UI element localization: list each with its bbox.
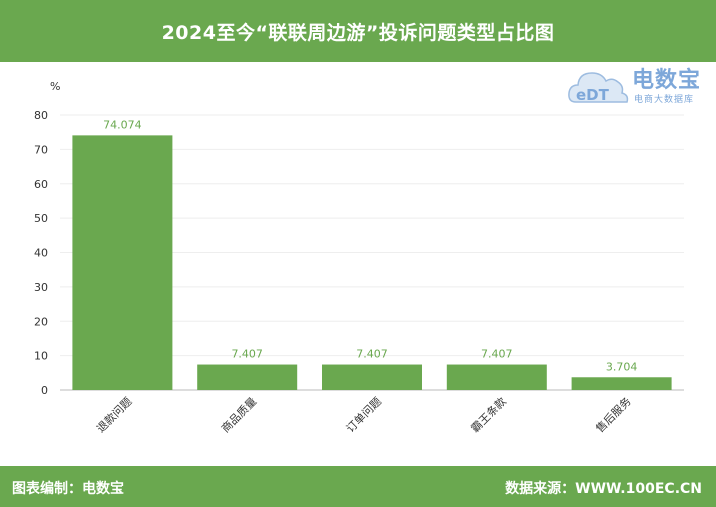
footer-source: 数据来源：WWW.100EC.CN — [505, 481, 702, 497]
y-axis-label: % — [50, 80, 60, 93]
data-label: 3.704 — [606, 360, 638, 373]
y-tick-label: 20 — [34, 315, 48, 328]
y-tick-label: 50 — [34, 212, 48, 225]
y-tick-label: 30 — [34, 281, 48, 294]
y-tick-label: 60 — [34, 178, 48, 191]
y-tick-label: 80 — [34, 109, 48, 122]
chart-footer: 图表编制：电数宝 数据来源：WWW.100EC.CN — [0, 466, 716, 507]
logo-subtitle: 电商大数据库 — [634, 95, 695, 105]
logo-icon-text: eDT — [576, 86, 610, 104]
data-label: 7.407 — [356, 348, 388, 361]
y-tick-label: 70 — [34, 143, 48, 156]
bar — [571, 377, 672, 390]
logo-brand: 电数宝 — [632, 68, 702, 93]
edt-logo: eDT 电数宝 电商大数据库 — [566, 62, 716, 112]
bar — [446, 364, 547, 390]
chart-title: 2024至今“联联周边游”投诉问题类型占比图 — [161, 21, 555, 44]
footer-compiler: 图表编制：电数宝 — [12, 481, 124, 497]
chart-header: 2024至今“联联周边游”投诉问题类型占比图 — [0, 0, 716, 62]
data-label: 74.074 — [103, 118, 142, 131]
y-tick-label: 40 — [34, 247, 48, 260]
x-tick-label: 退款问题 — [94, 394, 135, 435]
y-tick-label: 10 — [34, 350, 48, 363]
x-tick-label: 订单问题 — [344, 395, 384, 435]
data-label: 7.407 — [481, 348, 513, 361]
y-tick-label: 0 — [41, 384, 48, 397]
x-tick-label: 售后服务 — [593, 394, 634, 435]
bar — [322, 364, 422, 390]
bar — [72, 135, 173, 390]
data-label: 7.407 — [231, 348, 263, 361]
cloud-logo-icon: eDT — [568, 72, 629, 104]
bar-chart: 0 10 20 30 40 50 60 70 80% 74.074 退款问题 7.407 商品质量 7.4… — [34, 80, 684, 435]
x-tick-label: 霸王条款 — [468, 394, 509, 435]
bar — [197, 364, 298, 390]
x-tick-label: 商品质量 — [218, 394, 259, 435]
